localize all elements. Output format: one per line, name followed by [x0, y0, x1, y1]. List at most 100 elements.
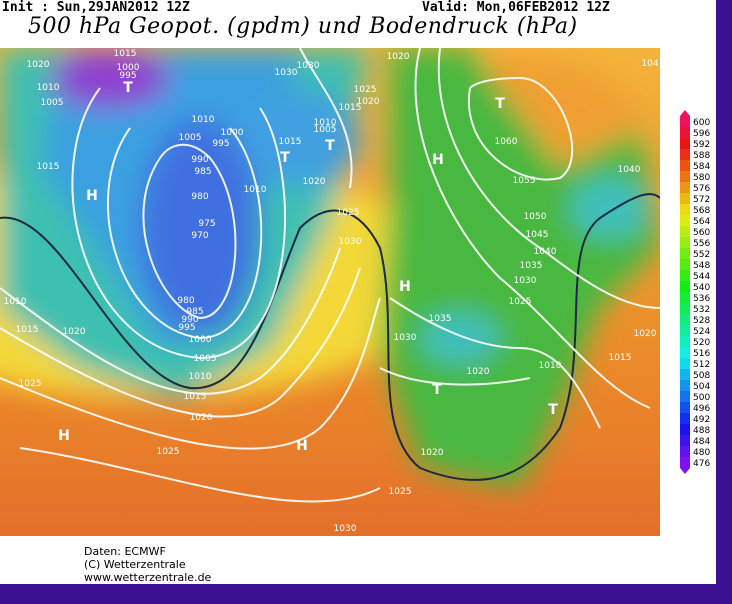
map-title: 500 hPa Geopot. (gpdm) und Bodendruck (h… [28, 14, 578, 39]
isobar-label: 1030 [339, 237, 362, 247]
isobar-label: 1020 [467, 367, 490, 377]
legend-label: 564 [693, 217, 710, 227]
legend-swatch [680, 193, 690, 204]
isobar-label: 1010 [4, 297, 27, 307]
pressure-center: T [123, 80, 133, 96]
legend-label: 484 [693, 437, 710, 447]
legend-swatch [680, 424, 690, 435]
isobar-label: 1010 [192, 115, 215, 125]
legend-label: 576 [693, 184, 710, 194]
legend-label: 540 [693, 283, 710, 293]
legend-swatch [680, 413, 690, 424]
side-bar [716, 0, 732, 604]
init-time: Init : Sun,29JAN2012 12Z [2, 0, 190, 15]
isobar-label: 1025 [157, 447, 180, 457]
legend-swatch [680, 358, 690, 369]
legend-swatch [680, 127, 690, 138]
isobar-label: 104 [641, 59, 658, 69]
legend-label: 496 [693, 404, 710, 414]
legend-label: 488 [693, 426, 710, 436]
isobar-label: 990 [181, 315, 198, 325]
height-field [0, 48, 660, 488]
isobar-label: 1000 [221, 128, 244, 138]
isobar-label: 1030 [334, 524, 357, 534]
isobar-label: 1005 [41, 98, 64, 108]
legend-label: 508 [693, 371, 710, 381]
legend-swatch [680, 303, 690, 314]
legend-cap [680, 468, 690, 474]
legend-swatch [680, 138, 690, 149]
isobar-label: 1050 [524, 212, 547, 222]
isobar-label: 995 [119, 71, 136, 81]
legend-swatch [680, 369, 690, 380]
legend-label: 552 [693, 250, 710, 260]
legend-swatch [680, 292, 690, 303]
legend-label: 524 [693, 327, 710, 337]
isobar-label: 1020 [357, 97, 380, 107]
legend-swatch [680, 446, 690, 457]
legend-swatch [680, 270, 690, 281]
isobar-label: 1015 [339, 103, 362, 113]
isobar-label: 1020 [190, 413, 213, 423]
legend-label: 504 [693, 382, 710, 392]
legend-swatch [680, 171, 690, 182]
footer-url: www.wetterzentrale.de [84, 571, 212, 584]
isobar-label: 985 [186, 307, 203, 317]
pressure-center: H [399, 279, 411, 295]
isobar-label: 1015 [184, 392, 207, 402]
isobar-label: 1060 [495, 137, 518, 147]
isobar-label: 1010 [539, 361, 562, 371]
footer-source: Daten: ECMWF [84, 545, 166, 558]
valid-time: Valid: Mon,06FEB2012 12Z [422, 0, 610, 15]
isobar-label: 990 [191, 155, 208, 165]
isobar-label: 1035 [429, 314, 452, 324]
legend-swatch [680, 325, 690, 336]
legend-swatch [680, 116, 690, 127]
legend-label: 492 [693, 415, 710, 425]
pressure-center: H [58, 428, 70, 444]
pressure-center: H [86, 188, 98, 204]
legend-label: 532 [693, 305, 710, 315]
isobar-label: 1025 [354, 85, 377, 95]
isobars [0, 48, 660, 503]
isobar-label: 1030 [514, 276, 537, 286]
isobar-label: 995 [212, 139, 229, 149]
legend-label: 480 [693, 448, 710, 458]
legend-label: 596 [693, 129, 710, 139]
isobar-label: 1025 [337, 208, 360, 218]
legend-swatch [680, 347, 690, 358]
pressure-center: T [325, 138, 335, 154]
legend-swatch [680, 237, 690, 248]
legend-label: 516 [693, 349, 710, 359]
legend-label: 548 [693, 261, 710, 271]
legend-swatch [680, 457, 690, 468]
isobar-label: 1015 [37, 162, 60, 172]
legend-label: 500 [693, 393, 710, 403]
isobar-label: 1015 [609, 353, 632, 363]
isobar-label: 1020 [421, 448, 444, 458]
isobar-label: 1010 [244, 185, 267, 195]
legend-swatch [680, 182, 690, 193]
isobar-label: 970 [191, 231, 208, 241]
legend-label: 476 [693, 459, 710, 469]
isobar-label: 1005 [194, 354, 217, 364]
legend-label: 592 [693, 140, 710, 150]
isobar-label: 980 [191, 192, 208, 202]
isobar-label: 1045 [526, 230, 549, 240]
legend-label: 560 [693, 228, 710, 238]
legend-label: 544 [693, 272, 710, 282]
isobar-label: 1015 [279, 137, 302, 147]
legend-label: 600 [693, 118, 710, 128]
pressure-center: T [495, 96, 505, 112]
legend-swatch [680, 435, 690, 446]
isobar-label: 1020 [387, 52, 410, 62]
isobar-label: 1010 [314, 118, 337, 128]
legend-swatch [680, 160, 690, 171]
isobar-label: 1020 [27, 60, 50, 70]
legend-swatch [680, 336, 690, 347]
isobar-label: 995 [178, 323, 195, 333]
isobar-label: 1025 [389, 487, 412, 497]
